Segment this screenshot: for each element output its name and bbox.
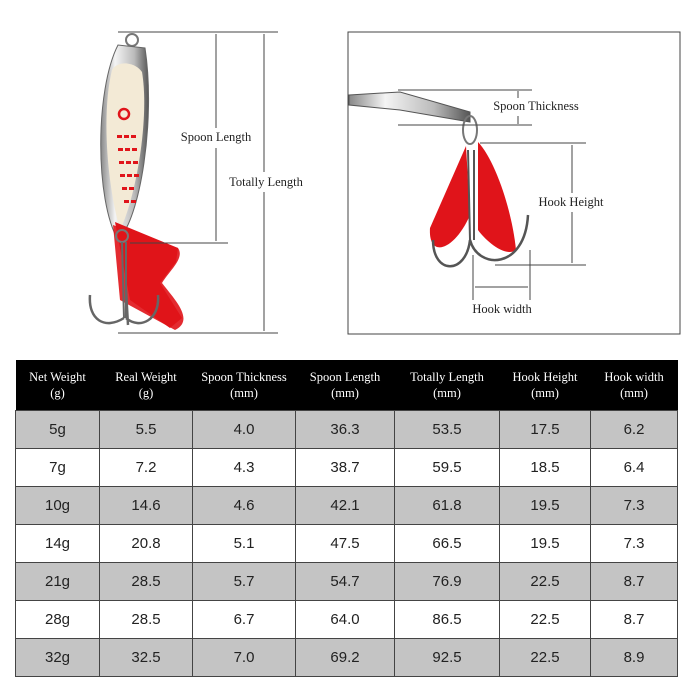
table-cell: 7.0 — [192, 638, 296, 677]
table-cell: 59.5 — [394, 448, 500, 487]
table-cell: 61.8 — [394, 486, 500, 525]
table-cell: 28.5 — [99, 562, 193, 601]
table-cell: 22.5 — [499, 638, 591, 677]
table-cell: 92.5 — [394, 638, 500, 677]
table-cell: 10g — [15, 486, 100, 525]
table-cell: 5g — [15, 410, 100, 449]
table-row: 10g 14.6 4.6 42.1 61.8 19.5 7.3 — [15, 486, 678, 525]
column-header-unit: (mm) — [433, 386, 461, 400]
table-body: 5g 5.5 4.0 36.3 53.5 17.5 6.2 7g 7.2 4.3 38.7 59.5 1… — [15, 410, 678, 677]
table-cell: 42.1 — [295, 486, 395, 525]
table-cell: 32g — [15, 638, 100, 677]
table-cell: 22.5 — [499, 600, 591, 639]
table-cell: 7g — [15, 448, 100, 487]
table-cell: 20.8 — [99, 524, 193, 563]
hook-detail-frame — [347, 31, 681, 335]
table-cell: 47.5 — [295, 524, 395, 563]
table-cell: 21g — [15, 562, 100, 601]
table-cell: 8.9 — [590, 638, 678, 677]
spoon-length-label: Spoon Length — [181, 130, 252, 144]
column-header-unit: (g) — [50, 386, 65, 400]
column-header-title: Real Weight — [115, 370, 177, 384]
table-cell: 54.7 — [295, 562, 395, 601]
table-cell: 36.3 — [295, 410, 395, 449]
table-header-row: Net Weight (g) Real Weight (g) Spoon Thickne… — [15, 360, 678, 411]
table-cell: 64.0 — [295, 600, 395, 639]
table-cell: 53.5 — [394, 410, 500, 449]
table-cell: 76.9 — [394, 562, 500, 601]
column-header: Real Weight (g) — [99, 360, 193, 411]
column-header-unit: (mm) — [230, 386, 258, 400]
column-header: Spoon Length (mm) — [295, 360, 395, 411]
table-cell: 32.5 — [99, 638, 193, 677]
table-cell: 22.5 — [499, 562, 591, 601]
table-cell: 19.5 — [499, 524, 591, 563]
column-header-title: Spoon Length — [309, 370, 381, 384]
table-row: 7g 7.2 4.3 38.7 59.5 18.5 6.4 — [15, 448, 678, 487]
table-cell: 69.2 — [295, 638, 395, 677]
table-cell: 7.3 — [590, 486, 678, 525]
table-cell: 28g — [15, 600, 100, 639]
table-cell: 5.5 — [99, 410, 193, 449]
column-header-title: Hook Height — [512, 370, 578, 384]
column-header-unit: (mm) — [620, 386, 648, 400]
left-dimension-lines — [118, 31, 278, 334]
column-header-unit: (g) — [138, 386, 154, 400]
table-cell: 4.3 — [192, 448, 296, 487]
hook-detail-image — [348, 91, 530, 268]
table-cell: 8.7 — [590, 600, 678, 639]
table-cell: 19.5 — [499, 486, 591, 525]
table-row: 5g 5.5 4.0 36.3 53.5 17.5 6.2 — [15, 410, 678, 449]
column-header-title: Totally Length — [410, 370, 484, 384]
table-row: 28g 28.5 6.7 64.0 86.5 22.5 8.7 — [15, 600, 678, 639]
column-header: Hook width (mm) — [590, 360, 678, 411]
table-cell: 14.6 — [99, 486, 193, 525]
column-header-title: Net Weight — [29, 370, 86, 384]
size-spec-table: Net Weight (g) Real Weight (g) Spoon Thickne… — [15, 360, 678, 677]
table-cell: 28.5 — [99, 600, 193, 639]
column-header: Totally Length (mm) — [394, 360, 500, 411]
column-header-title: Spoon Thickness — [201, 370, 287, 384]
column-header-unit: (mm) — [531, 386, 559, 400]
table-cell: 14g — [15, 524, 100, 563]
table-cell: 6.7 — [192, 600, 296, 639]
spoon-lure-image — [88, 33, 184, 330]
table-cell: 5.7 — [192, 562, 296, 601]
hook-height-label: Hook Height — [539, 195, 604, 209]
column-header: Spoon Thickness (mm) — [192, 360, 296, 411]
table-row: 32g 32.5 7.0 69.2 92.5 22.5 8.9 — [15, 638, 678, 677]
table-cell: 17.5 — [499, 410, 591, 449]
table-cell: 4.6 — [192, 486, 296, 525]
right-dimension-lines — [398, 89, 586, 300]
column-header-unit: (mm) — [331, 386, 359, 400]
column-header: Net Weight (g) — [15, 360, 100, 411]
table-cell: 66.5 — [394, 524, 500, 563]
table-cell: 5.1 — [192, 524, 296, 563]
table-cell: 8.7 — [590, 562, 678, 601]
table-cell: 7.3 — [590, 524, 678, 563]
hook-width-label: Hook width — [472, 302, 532, 316]
table-row: 14g 20.8 5.1 47.5 66.5 19.5 7.3 — [15, 524, 678, 563]
table-cell: 6.4 — [590, 448, 678, 487]
table-cell: 86.5 — [394, 600, 500, 639]
column-header-title: Hook width — [604, 370, 664, 384]
spoon-thickness-label: Spoon Thickness — [493, 99, 579, 113]
totally-length-label: Totally Length — [229, 175, 304, 189]
table-row: 21g 28.5 5.7 54.7 76.9 22.5 8.7 — [15, 562, 678, 601]
table-cell: 7.2 — [99, 448, 193, 487]
table-cell: 18.5 — [499, 448, 591, 487]
table-cell: 4.0 — [192, 410, 296, 449]
column-header: Hook Height (mm) — [499, 360, 591, 411]
table-cell: 6.2 — [590, 410, 678, 449]
lure-dimension-diagram: Spoon Length Totally Length Spoon Thickn… — [88, 31, 681, 335]
table-cell: 38.7 — [295, 448, 395, 487]
